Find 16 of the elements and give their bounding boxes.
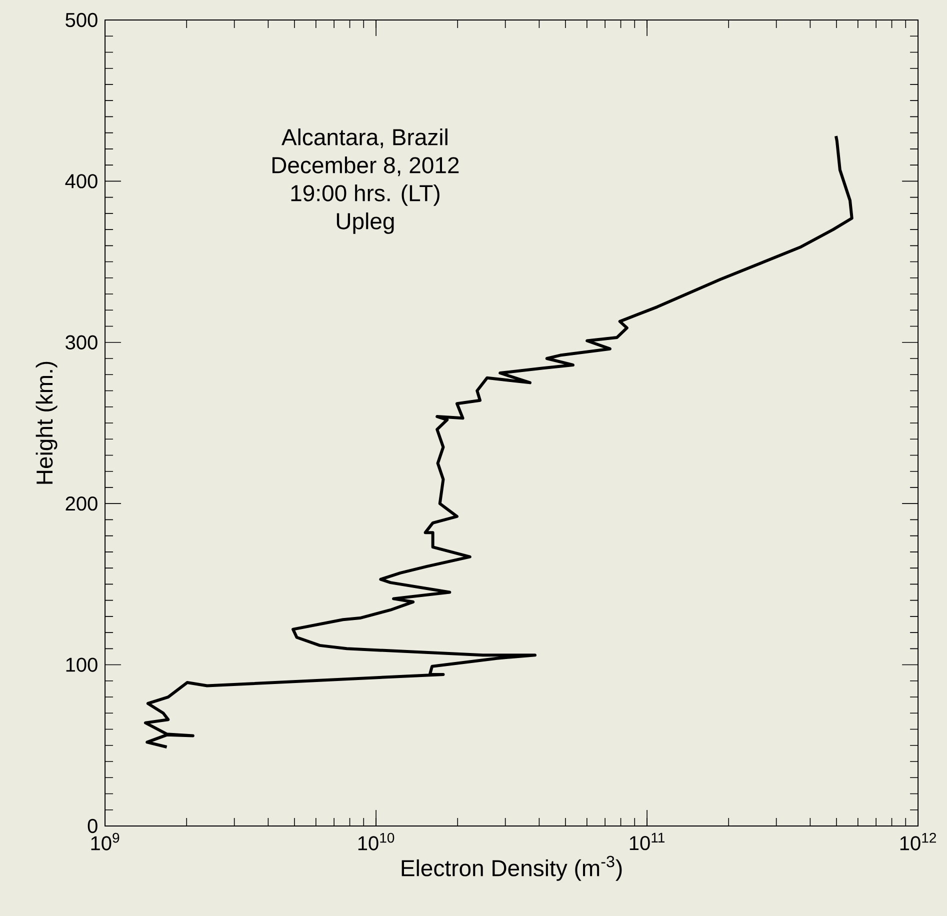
- y-tick-label: 100: [66, 658, 98, 672]
- x-tick-label: 10$^{10}$: [358, 832, 394, 850]
- y-tick-label: 300: [66, 335, 98, 350]
- y-axis-title: Height (km.): [36, 362, 58, 484]
- annotation: 19:00 hrs. (LT): [291, 184, 440, 206]
- annotation: Upleg: [336, 212, 394, 234]
- x-tick-label: 10$^{12}$: [900, 832, 936, 850]
- annotation: Alcantara, Brazil: [282, 128, 448, 148]
- annotation: December 8, 2012: [272, 156, 459, 176]
- y-tick-label: 0: [88, 818, 98, 834]
- y-tick-label: 400: [65, 174, 98, 188]
- y-tick-label: 200: [66, 496, 98, 511]
- x-axis-title: Electron Density (m$^{-3}$): [402, 856, 622, 881]
- y-tick-label: 500: [66, 12, 98, 28]
- x-tick-label: 10$^{11}$: [630, 832, 665, 850]
- x-tick-label: 10$^{9}$: [91, 832, 120, 850]
